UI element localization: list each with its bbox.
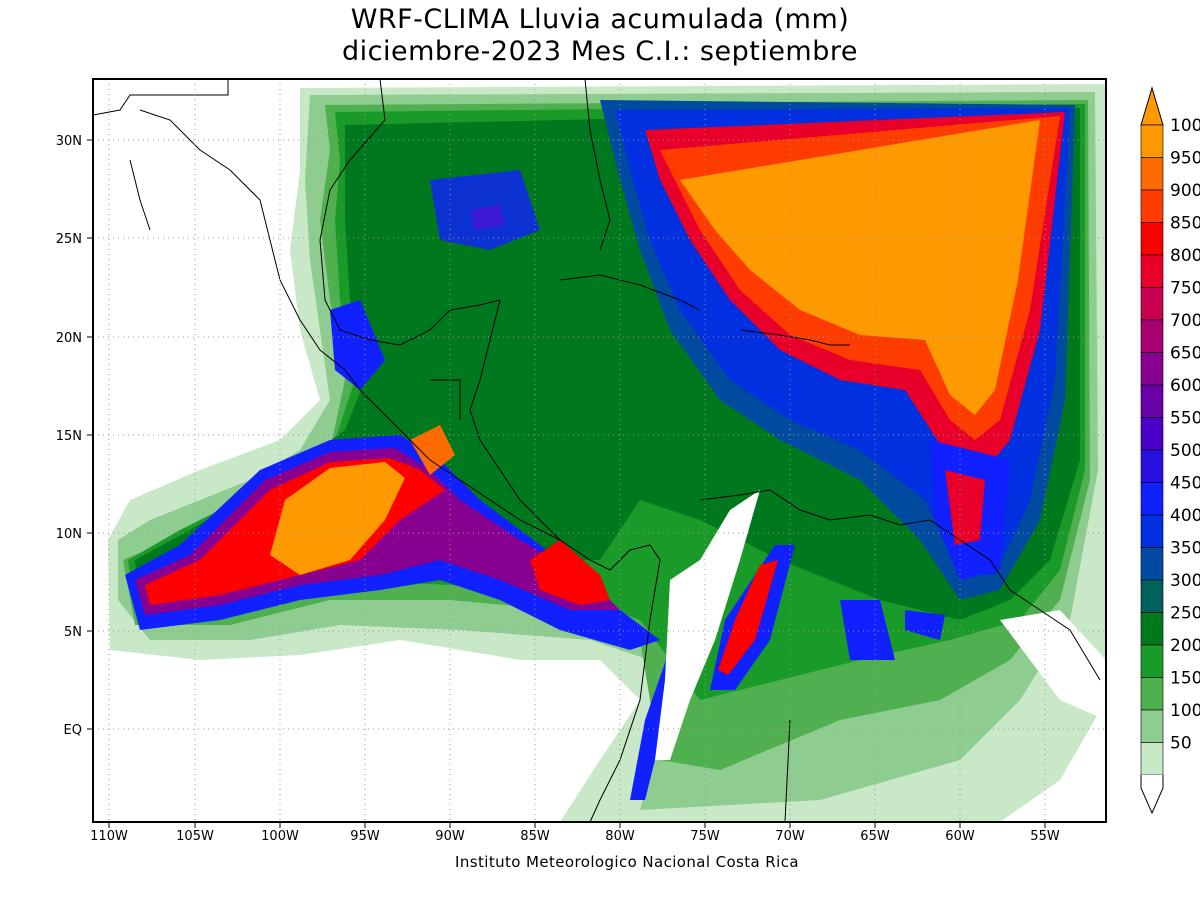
colorbar-swatch <box>1140 742 1164 776</box>
colorbar-label: 200 <box>1170 636 1200 656</box>
colorbar-label: 1000 <box>1170 116 1200 136</box>
colorbar-swatch <box>1140 254 1164 288</box>
colorbar-label: 50 <box>1170 734 1192 754</box>
y-axis-labels: 30N 25N 20N 15N 10N 5N EQ <box>56 134 82 738</box>
y-tick-label: 30N <box>56 134 82 149</box>
precipitation-field <box>108 84 1106 822</box>
colorbar-swatch <box>1140 124 1164 158</box>
x-tick-label: 105W <box>176 829 214 844</box>
colorbar-label: 150 <box>1170 669 1200 689</box>
colorbar: 1000 950 900 850 800 750 700 650 600 550 500 450 400… <box>1140 86 1200 815</box>
colorbar-label: 400 <box>1170 506 1200 526</box>
colorbar-label: 950 <box>1170 149 1200 169</box>
map-frame <box>92 78 1107 823</box>
colorbar-label: 650 <box>1170 344 1200 364</box>
colorbar-swatch <box>1140 709 1164 743</box>
x-tick-label: 85W <box>520 829 550 844</box>
colorbar-swatch <box>1140 352 1164 386</box>
colorbar-label: 550 <box>1170 409 1200 429</box>
colorbar-swatch <box>1140 417 1164 451</box>
x-tick-label: 60W <box>945 829 975 844</box>
y-tick-label: 10N <box>56 527 82 542</box>
map-area <box>93 79 1106 822</box>
x-tick-label: 95W <box>350 829 380 844</box>
colorbar-swatch <box>1140 547 1164 581</box>
x-tick-label: 75W <box>690 829 720 844</box>
y-tick-label: 15N <box>56 429 82 444</box>
colorbar-swatch <box>1140 319 1164 353</box>
colorbar-swatch <box>1140 157 1164 191</box>
colorbar-label: 100 <box>1170 701 1200 721</box>
colorbar-label: 250 <box>1170 604 1200 624</box>
y-tick-label: 25N <box>56 232 82 247</box>
y-tick-label: 5N <box>64 625 82 640</box>
axis-ticks <box>87 139 1046 828</box>
x-tick-label: 65W <box>860 829 890 844</box>
colorbar-label: 300 <box>1170 571 1200 591</box>
colorbar-swatch <box>1140 222 1164 256</box>
colorbar-swatch <box>1140 482 1164 516</box>
colorbar-bottom-arrow <box>1140 775 1164 815</box>
y-tick-label: 20N <box>56 331 82 346</box>
y-tick-label: EQ <box>64 723 82 738</box>
colorbar-top-arrow <box>1140 86 1164 126</box>
colorbar-swatch <box>1140 287 1164 321</box>
x-tick-label: 100W <box>261 829 299 844</box>
colorbar-label: 450 <box>1170 474 1200 494</box>
x-tick-label: 90W <box>435 829 465 844</box>
colorbar-label: 350 <box>1170 539 1200 559</box>
colorbar-swatch <box>1140 189 1164 223</box>
colorbar-label: 750 <box>1170 279 1200 299</box>
colorbar-swatch <box>1140 449 1164 483</box>
colorbar-label: 700 <box>1170 311 1200 331</box>
colorbar-swatch <box>1140 579 1164 613</box>
x-tick-label: 70W <box>775 829 805 844</box>
colorbar-swatch <box>1140 384 1164 418</box>
map-title: WRF-CLIMA Lluvia acumulada (mm) <box>350 4 850 35</box>
map-subtitle: diciembre-2023 Mes C.I.: septiembre <box>342 36 858 67</box>
x-tick-label: 80W <box>605 829 635 844</box>
colorbar-label: 800 <box>1170 246 1200 266</box>
x-tick-label: 110W <box>90 829 128 844</box>
x-tick-label: 55W <box>1030 829 1060 844</box>
colorbar-swatch <box>1140 514 1164 548</box>
colorbar-swatch <box>1140 644 1164 678</box>
colorbar-swatch <box>1140 612 1164 646</box>
x-axis-labels: 110W 105W 100W 95W 90W 85W 80W 75W 70W 6… <box>90 829 1060 844</box>
credit-text: Instituto Meteorologico Nacional Costa R… <box>455 853 799 871</box>
colorbar-label: 850 <box>1170 214 1200 234</box>
colorbar-label: 600 <box>1170 376 1200 396</box>
colorbar-swatch <box>1140 677 1164 711</box>
colorbar-label: 500 <box>1170 441 1200 461</box>
colorbar-label: 900 <box>1170 181 1200 201</box>
